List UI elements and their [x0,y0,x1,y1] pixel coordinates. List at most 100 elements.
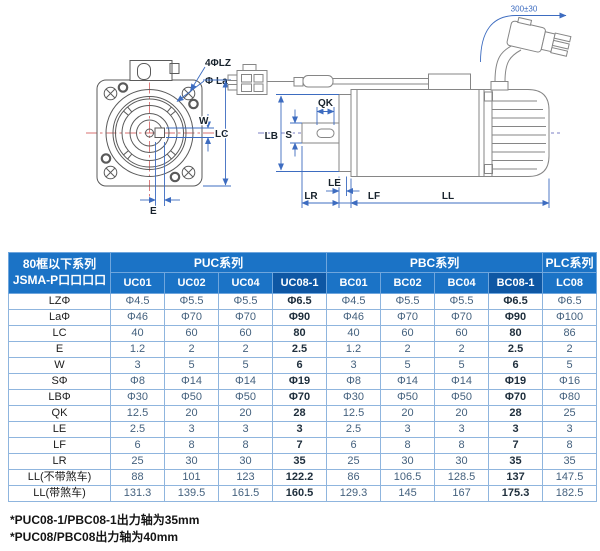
value-cell: Φ100 [542,309,598,326]
table-row: LL(不带煞车) 88 101 123 122.2 86 106.5 128.5 137 147.… [8,469,598,486]
dimension-drawing: 4ΦLZ Φ La W LC E [86,4,572,218]
value-cell: 60 [218,325,273,342]
value-cell: Φ50 [434,389,490,406]
col-header: UC04 [218,272,273,294]
value-cell: 161.5 [218,485,273,502]
row-label: LF [8,437,111,454]
table-row: LC 40 60 60 80 40 60 60 80 86 [8,325,598,342]
series-header-row: 80框以下系列 JSMA-P口口口口 PUC系列 PBC系列 PLC系列 [8,252,598,294]
value-cell: Φ16 [542,373,598,390]
value-cell: 3 [488,421,544,438]
table-row: SΦ Φ8 Φ14 Φ14 Φ19 Φ8 Φ14 Φ14 Φ19 Φ16 [8,373,598,390]
row-label: QK [8,405,111,422]
footnote-1: *PUC08-1/PBC08-1出力轴为35mm [10,513,200,527]
value-cell: Φ30 [110,389,165,406]
table-row: LBΦ Φ30 Φ50 Φ50 Φ70 Φ30 Φ50 Φ50 Φ70 Φ80 [8,389,598,406]
value-cell: 86 [542,325,598,342]
group-header-pbc: PBC系列 [326,252,544,273]
value-cell: 30 [380,453,436,470]
group-header-plc: PLC系列 [542,252,598,273]
value-cell: Φ70 [380,309,436,326]
row-label: W [8,357,111,374]
value-cell: 28 [488,405,544,422]
row-label: LR [8,453,111,470]
value-cell: Φ6.5 [271,293,328,310]
row-label: LL(带煞车) [8,485,111,502]
value-cell: Φ30 [326,389,382,406]
value-cell: 5 [434,357,490,374]
value-cell: Φ5.5 [164,293,219,310]
value-cell: 40 [110,325,165,342]
value-cell: 106.5 [380,469,436,486]
dim-label-lr: LR [304,191,318,202]
value-cell: Φ19 [271,373,328,390]
value-cell: 1.2 [326,341,382,358]
value-cell: 8 [218,437,273,454]
value-cell: 20 [380,405,436,422]
value-cell: 145 [380,485,436,502]
value-cell: 2.5 [326,421,382,438]
value-cell: 3 [110,357,165,374]
value-cell: Φ50 [164,389,219,406]
dim-label-le: LE [328,178,341,189]
value-cell: Φ46 [110,309,165,326]
value-cell: Φ70 [434,309,490,326]
dim-label-e: E [150,206,157,217]
value-cell: 6 [110,437,165,454]
corner-header: 80框以下系列 JSMA-P口口口口 [8,252,111,294]
value-cell: 129.3 [326,485,382,502]
value-cell: 2.5 [110,421,165,438]
table-row: LZΦ Φ4.5 Φ5.5 Φ5.5 Φ6.5 Φ4.5 Φ5.5 Φ5.5 Φ6.5 Φ6.5 [8,293,598,310]
corner-line1: 80框以下系列 [22,257,97,272]
value-cell: 30 [434,453,490,470]
dim-label-lc: LC [215,129,228,140]
value-cell: 25 [542,405,598,422]
col-header: BC01 [326,272,382,294]
value-cell: 2.5 [271,341,328,358]
value-cell: Φ5.5 [434,293,490,310]
value-cell: 1.2 [110,341,165,358]
dim-label-lf: LF [368,191,380,202]
value-cell: 8 [380,437,436,454]
row-label: LBΦ [8,389,111,406]
value-cell: Φ90 [488,309,544,326]
value-cell: 3 [271,421,328,438]
value-cell: 5 [542,357,598,374]
value-cell: 20 [164,405,219,422]
value-cell: 80 [488,325,544,342]
value-cell: 6 [271,357,328,374]
side-dimensions: 300±30 QK S LB LE LR LF LL [263,4,567,208]
value-cell: 123 [218,469,273,486]
value-cell: 86 [326,469,382,486]
value-cell: 7 [271,437,328,454]
value-cell: 60 [380,325,436,342]
value-cell: Φ8 [326,373,382,390]
value-cell: 12.5 [110,405,165,422]
motor-front-view [86,60,216,203]
value-cell: 28 [271,405,328,422]
row-label: E [8,341,111,358]
dim-label-qk: QK [318,98,334,109]
value-cell: 3 [380,421,436,438]
value-cell: 40 [326,325,382,342]
value-cell: 122.2 [271,469,328,486]
table-row: QK 12.5 20 20 28 12.5 20 20 28 25 [8,405,598,422]
table-body: LZΦ Φ4.5 Φ5.5 Φ5.5 Φ6.5 Φ4.5 Φ5.5 Φ5.5 Φ6.5 Φ6.5 L… [8,293,598,502]
value-cell: Φ4.5 [326,293,382,310]
value-cell: 175.3 [488,485,544,502]
value-cell: 35 [488,453,544,470]
row-label: LaΦ [8,309,111,326]
dim-label-cable-length: 300±30 [511,5,538,14]
value-cell: 8 [434,437,490,454]
value-cell: Φ4.5 [110,293,165,310]
value-cell: Φ14 [434,373,490,390]
col-header: UC01 [110,272,165,294]
col-header: UC02 [164,272,219,294]
row-label: LE [8,421,111,438]
value-cell: 131.3 [110,485,165,502]
row-label: LZΦ [8,293,111,310]
col-header: LC08 [542,272,598,294]
value-cell: 8 [164,437,219,454]
value-cell: 137 [488,469,544,486]
